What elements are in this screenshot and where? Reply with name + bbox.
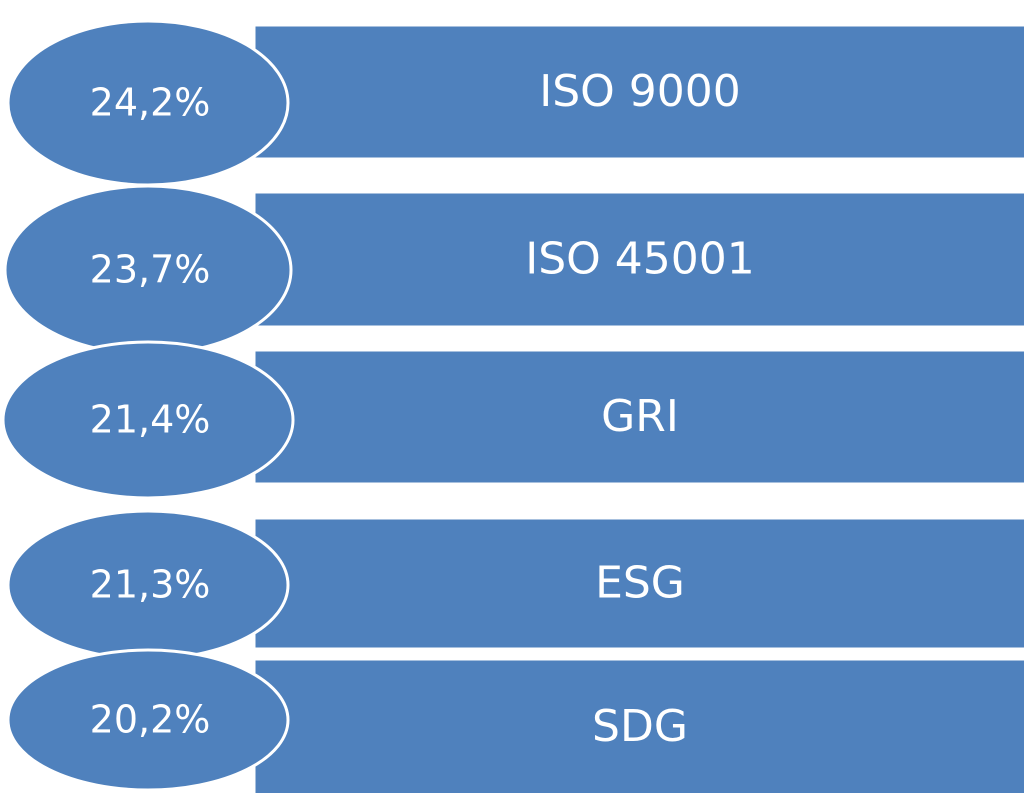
bar-label: ISO 45001 — [525, 234, 755, 285]
bar-label: ISO 9000 — [539, 66, 741, 117]
bar-label: GRI — [601, 391, 679, 442]
percent-label: 24,2% — [90, 81, 211, 125]
percent-label: 20,2% — [90, 698, 211, 742]
bar — [252, 348, 1024, 486]
bar-label: SDG — [592, 701, 688, 752]
bar — [252, 23, 1024, 161]
bar-label: ESG — [595, 558, 685, 609]
ellipse — [1, 340, 295, 500]
bar — [252, 657, 1024, 793]
percent-label: 21,4% — [90, 398, 211, 442]
percent-label: 21,3% — [90, 563, 211, 607]
bar — [252, 516, 1024, 651]
percent-label: 23,7% — [90, 248, 211, 292]
ellipse — [6, 648, 290, 792]
